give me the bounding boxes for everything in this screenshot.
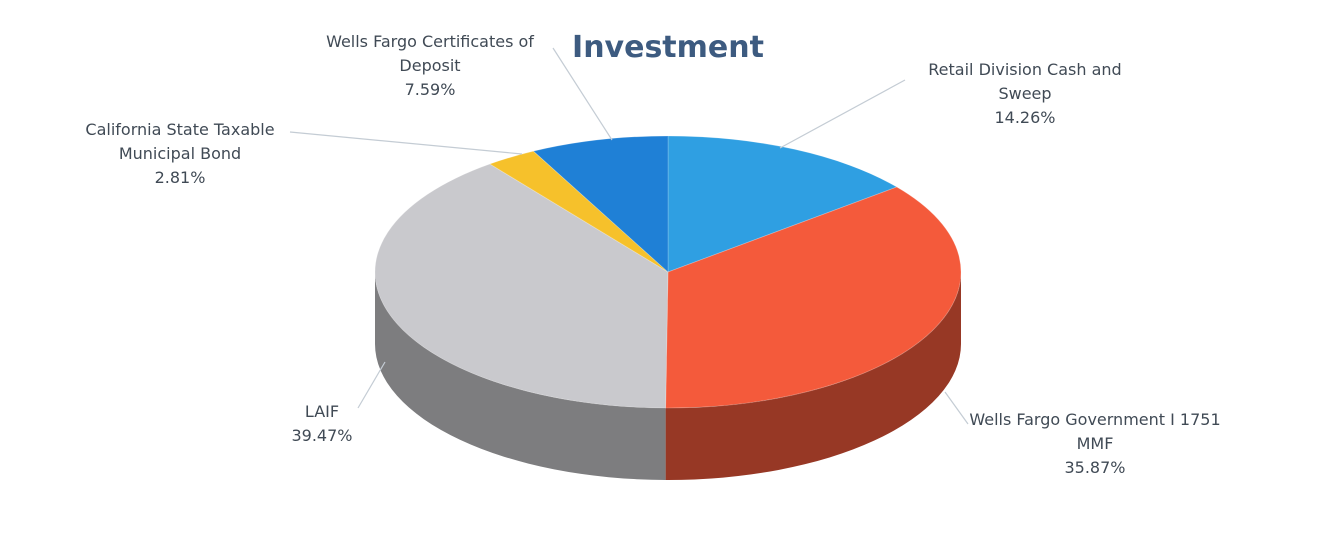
label-name: Wells Fargo Certificates of Deposit <box>326 32 534 75</box>
label-value: 7.59% <box>404 80 456 99</box>
leader-line <box>357 361 386 409</box>
slice-side <box>665 272 961 480</box>
leader-line <box>289 131 523 155</box>
label-name: Retail Division Cash and Sweep <box>928 60 1122 103</box>
label-value: 2.81% <box>154 168 206 187</box>
label-value: 35.87% <box>1064 458 1126 477</box>
slice <box>532 135 669 273</box>
data-label: Wells Fargo Government I 1751 MMF 35.87% <box>965 408 1225 480</box>
label-value: 39.47% <box>291 426 353 445</box>
label-value: 14.26% <box>994 108 1056 127</box>
leader-line <box>552 47 613 141</box>
slice <box>667 135 898 273</box>
slice-side <box>375 272 666 480</box>
label-name: LAIF <box>304 402 340 421</box>
slice <box>488 150 669 273</box>
slice <box>374 163 669 409</box>
label-name: California State Taxable Municipal Bond <box>85 120 275 163</box>
slice <box>665 186 962 409</box>
data-label: LAIF 39.47% <box>262 400 382 448</box>
data-label: Retail Division Cash and Sweep 14.26% <box>900 58 1150 130</box>
data-label: California State Taxable Municipal Bond 2… <box>60 118 300 190</box>
leader-line <box>779 79 906 149</box>
leader-line <box>944 391 969 425</box>
chart-title: Investment <box>572 30 764 65</box>
data-label: Wells Fargo Certificates of Deposit 7.59% <box>300 30 560 102</box>
label-name: Wells Fargo Government I 1751 MMF <box>969 410 1221 453</box>
